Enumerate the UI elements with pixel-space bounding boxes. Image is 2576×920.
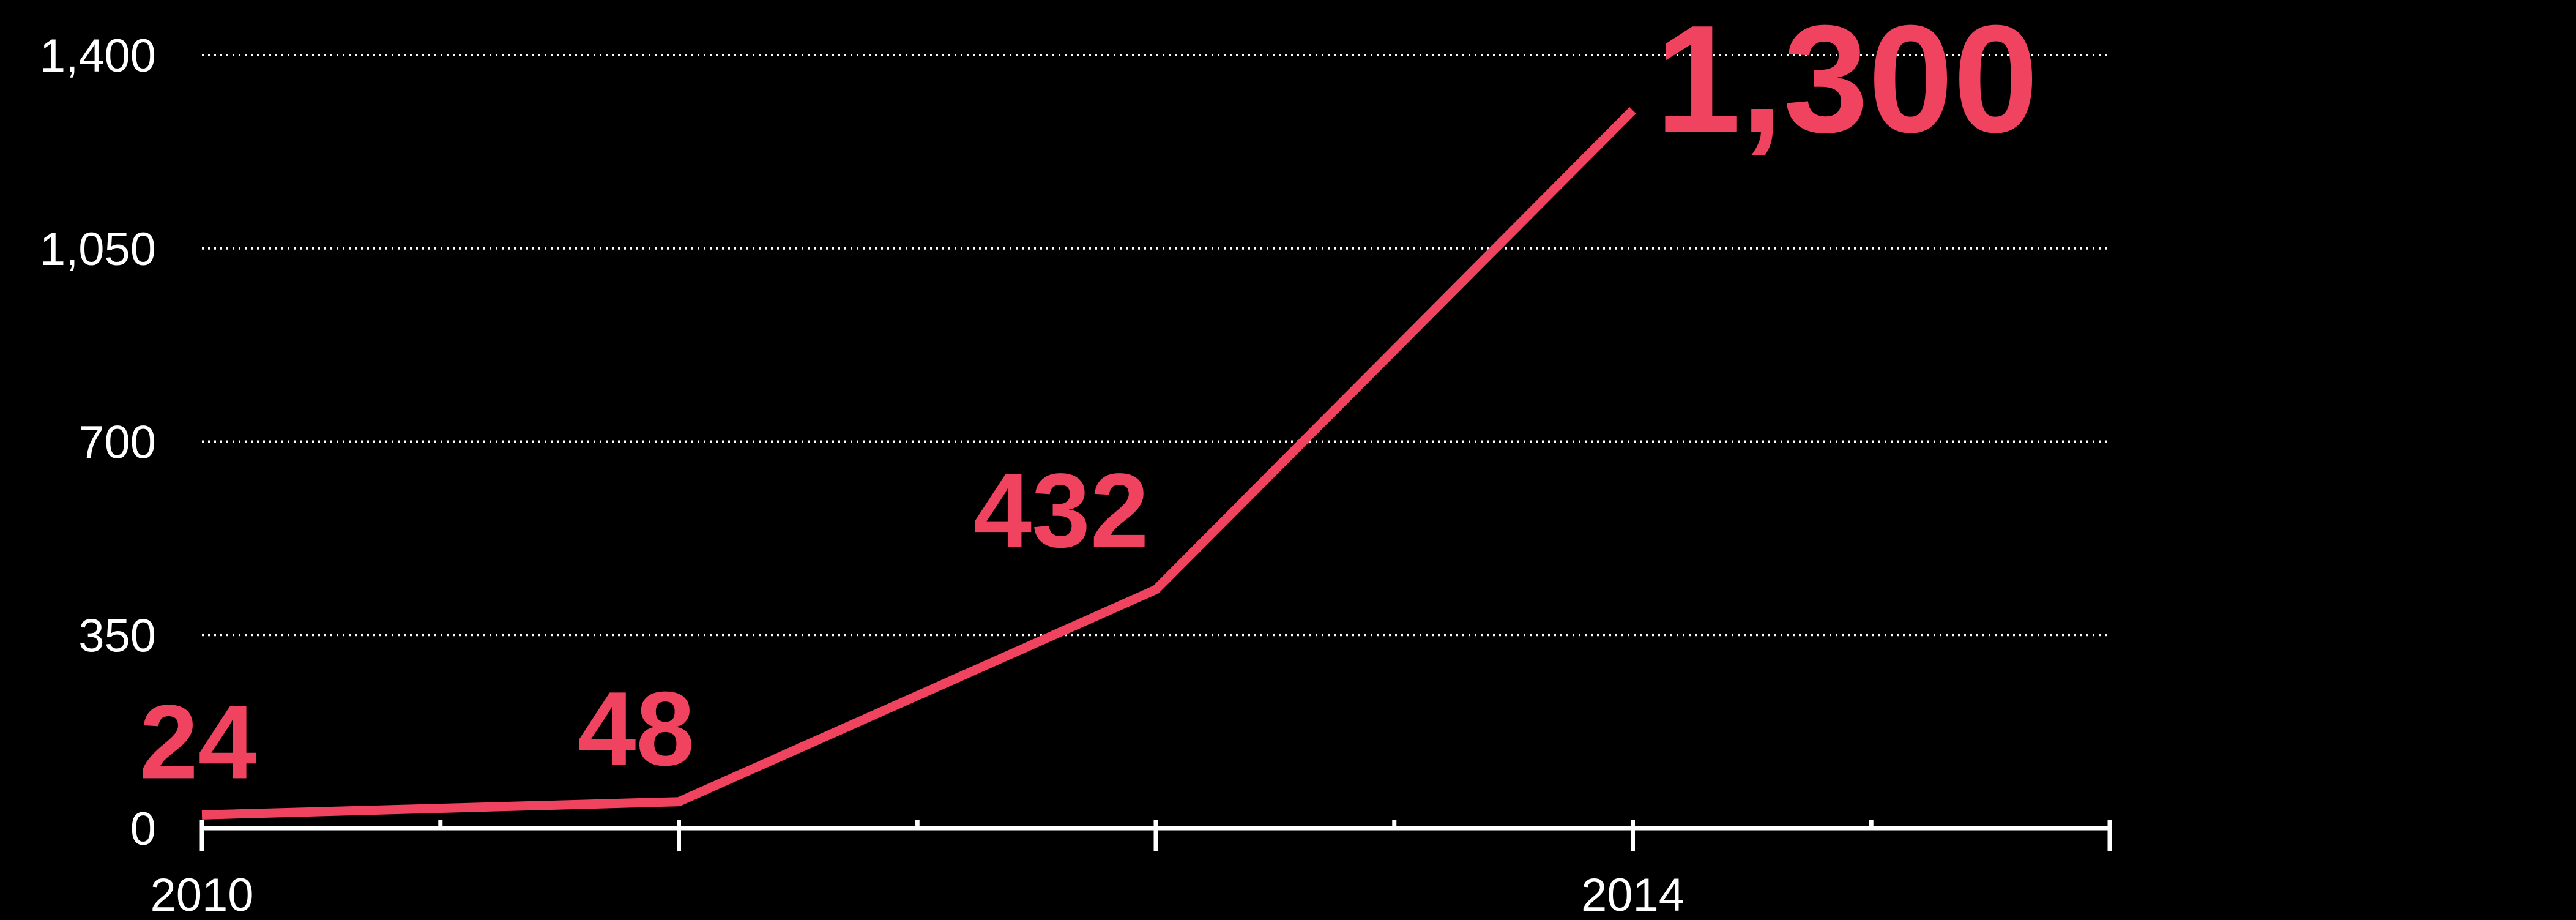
y-tick-label: 0: [130, 803, 156, 855]
y-tick-label: 350: [78, 610, 156, 662]
x-axis-labels: 2010 2014: [150, 869, 1684, 920]
x-axis: [199, 820, 2112, 851]
data-labels: 24 48 432 1,300: [140, 0, 2038, 801]
data-label: 1,300: [1656, 0, 2039, 164]
y-tick-label: 1,400: [40, 30, 156, 82]
x-tick-label: 2014: [1581, 869, 1684, 920]
data-label: 432: [973, 452, 1149, 569]
data-label: 48: [578, 670, 694, 788]
y-axis-labels: 0 350 700 1,050 1,400: [40, 30, 156, 855]
y-tick-label: 700: [78, 417, 156, 469]
series-line: [201, 107, 1636, 820]
y-tick-label: 1,050: [40, 223, 156, 275]
x-tick-label: 2010: [150, 869, 253, 920]
data-label: 24: [140, 683, 256, 801]
series-line-group: [201, 107, 1636, 820]
